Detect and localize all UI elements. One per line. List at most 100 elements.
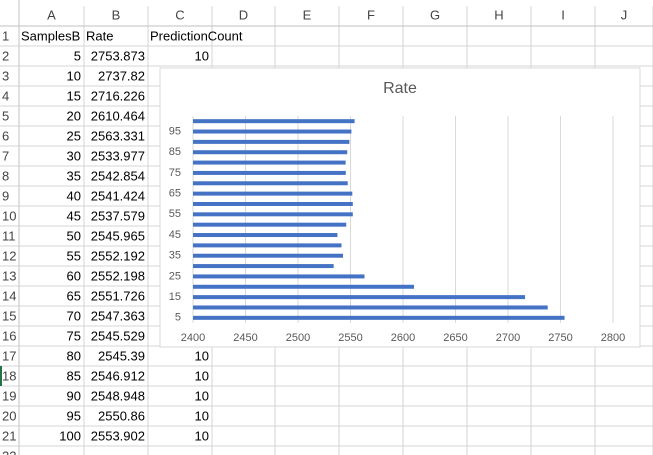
cell[interactable]: 15	[67, 88, 81, 103]
cell[interactable]: 25	[67, 128, 81, 143]
x-tick-label: 2800	[601, 332, 625, 344]
cell[interactable]: 10	[195, 388, 209, 403]
bar	[193, 181, 348, 186]
row-header[interactable]: 8	[2, 168, 9, 183]
column-header[interactable]: G	[430, 7, 440, 22]
row-header[interactable]: 10	[2, 208, 16, 223]
bar	[193, 295, 526, 300]
column-header[interactable]: I	[561, 7, 565, 22]
column-header[interactable]: B	[112, 7, 121, 22]
column-header[interactable]: E	[303, 7, 312, 22]
bar	[193, 305, 548, 310]
chart-area[interactable]	[159, 67, 641, 348]
cell[interactable]: 2552.192	[91, 248, 145, 263]
row-header[interactable]: 1	[2, 28, 9, 43]
cell[interactable]: 2563.331	[91, 128, 145, 143]
bar	[193, 170, 346, 175]
row-header[interactable]: 17	[2, 348, 16, 363]
cell[interactable]: 2551.726	[91, 288, 145, 303]
cell[interactable]: 2545.965	[91, 228, 145, 243]
row-header[interactable]: 7	[2, 148, 9, 163]
row-header[interactable]: 21	[2, 428, 16, 443]
row-header[interactable]: 14	[2, 288, 16, 303]
y-tick-label: 35	[169, 250, 181, 262]
cell[interactable]: 2541.424	[91, 188, 145, 203]
cell[interactable]: 2610.464	[91, 108, 145, 123]
cell[interactable]: 65	[67, 288, 81, 303]
column-header[interactable]: C	[175, 7, 184, 22]
cell[interactable]: 10	[195, 48, 209, 63]
y-tick-label: 75	[169, 167, 181, 179]
cell[interactable]: 20	[67, 108, 81, 123]
cell[interactable]: 10	[67, 68, 81, 83]
row-header[interactable]: 16	[2, 328, 16, 343]
cell[interactable]: 2542.854	[91, 168, 145, 183]
cell[interactable]: 10	[195, 348, 209, 363]
column-header[interactable]: H	[494, 7, 503, 22]
column-header[interactable]: J	[621, 7, 628, 22]
cell[interactable]: 75	[67, 328, 81, 343]
cell[interactable]: 2716.226	[91, 88, 145, 103]
row-header[interactable]: 2	[2, 48, 9, 63]
row-header[interactable]: 22	[2, 448, 16, 455]
cell[interactable]: 2545.39	[98, 348, 145, 363]
cell[interactable]: 40	[67, 188, 81, 203]
cell[interactable]: 2533.977	[91, 148, 145, 163]
chart-title: Rate	[383, 80, 417, 97]
row-header[interactable]: 11	[2, 228, 16, 243]
cell[interactable]: 70	[67, 308, 81, 323]
column-header[interactable]: F	[367, 7, 375, 22]
x-tick-label: 2650	[443, 332, 467, 344]
cell[interactable]: 45	[67, 208, 81, 223]
cell[interactable]: 2545.529	[91, 328, 145, 343]
cell[interactable]: 2537.579	[91, 208, 145, 223]
cell[interactable]: 10	[195, 368, 209, 383]
row-header[interactable]: 4	[2, 88, 9, 103]
bar	[193, 150, 348, 155]
row-header[interactable]: 20	[2, 408, 16, 423]
bar	[193, 139, 350, 144]
cell[interactable]: 2737.82	[98, 68, 145, 83]
cell[interactable]: 2548.948	[91, 388, 145, 403]
cell[interactable]: 100	[59, 428, 81, 443]
cell[interactable]: 2753.873	[91, 48, 145, 63]
cell[interactable]: 2547.363	[91, 308, 145, 323]
cell[interactable]: 35	[67, 168, 81, 183]
row-header[interactable]: 6	[2, 128, 9, 143]
column-header[interactable]: D	[239, 7, 248, 22]
cell[interactable]: Rate	[86, 28, 113, 43]
row-header[interactable]: 5	[2, 108, 9, 123]
cell[interactable]: 2553.902	[91, 428, 145, 443]
column-header[interactable]: A	[47, 7, 56, 22]
cell[interactable]: 10	[195, 408, 209, 423]
row-header[interactable]: 19	[2, 388, 16, 403]
y-tick-label: 55	[169, 208, 181, 220]
cell[interactable]: 60	[67, 268, 81, 283]
bar	[193, 191, 353, 196]
cell[interactable]: 90	[67, 388, 81, 403]
bar	[193, 129, 352, 134]
cell[interactable]: 95	[67, 408, 81, 423]
bar	[193, 119, 355, 124]
cell[interactable]: 50	[67, 228, 81, 243]
row-header[interactable]: 3	[2, 68, 9, 83]
row-header[interactable]: 15	[2, 308, 16, 323]
cell[interactable]: 10	[195, 428, 209, 443]
row-header[interactable]: 13	[2, 268, 16, 283]
bar	[193, 284, 414, 289]
cell[interactable]: 30	[67, 148, 81, 163]
cell[interactable]: 55	[67, 248, 81, 263]
cell[interactable]: 2546.912	[91, 368, 145, 383]
row-header[interactable]: 18	[2, 368, 16, 383]
row-header[interactable]: 9	[2, 188, 9, 203]
cell[interactable]: 5	[74, 48, 81, 63]
x-tick-label: 2500	[286, 332, 310, 344]
cell[interactable]: SamplesB	[21, 28, 80, 43]
cell[interactable]: 2552.198	[91, 268, 145, 283]
cell[interactable]: 80	[67, 348, 81, 363]
row-header[interactable]: 12	[2, 248, 16, 263]
cell[interactable]: 85	[67, 368, 81, 383]
cell[interactable]: PredictionCount	[150, 28, 243, 43]
cell[interactable]: 2550.86	[98, 408, 145, 423]
